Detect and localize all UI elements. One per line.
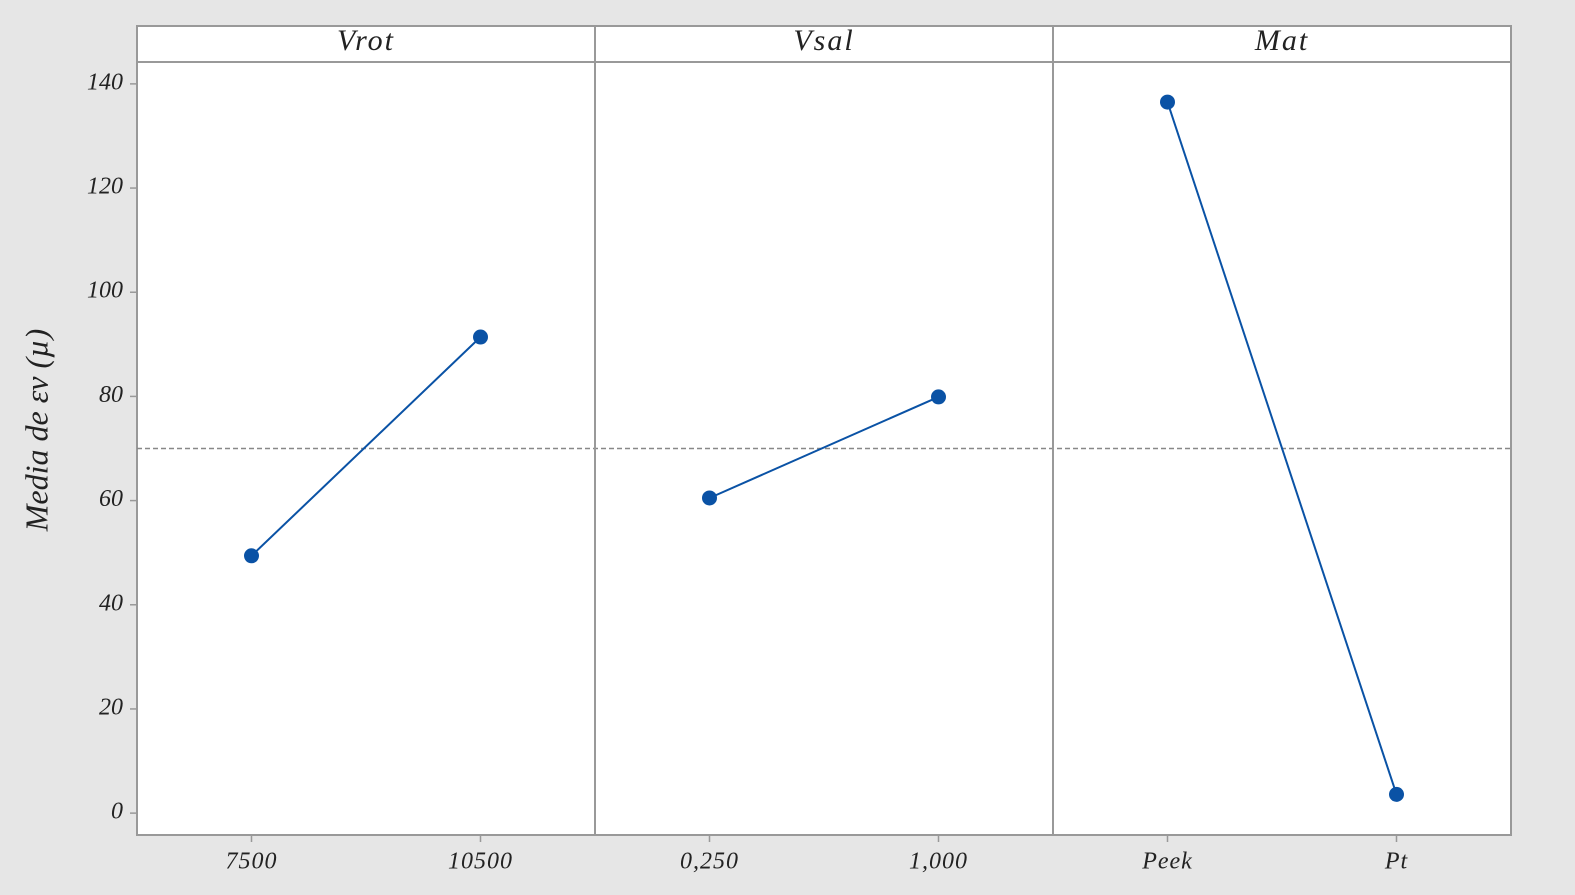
plot-area	[136, 25, 1512, 836]
x-tick-label: Peek	[1141, 849, 1193, 875]
panel-title: Vsal	[793, 24, 854, 57]
y-tick-label: 60	[99, 486, 123, 512]
y-tick-label: 0	[111, 799, 123, 825]
x-tick-label: 1,000	[909, 849, 968, 875]
data-point	[1389, 786, 1404, 802]
data-point	[1160, 94, 1175, 110]
data-point	[473, 329, 488, 345]
panel-title: Mat	[1254, 24, 1309, 57]
effect-line	[1166, 101, 1398, 795]
effect-line	[250, 336, 482, 557]
data-point	[702, 490, 717, 506]
x-tick-label: 10500	[448, 849, 513, 875]
x-tick-label: 7500	[226, 849, 278, 875]
y-tick-label: 140	[87, 69, 123, 95]
y-tick-label: 120	[87, 174, 123, 200]
x-tick-label: Pt	[1384, 849, 1409, 875]
y-axis-label: Media de εv (µ)	[18, 329, 54, 533]
data-point	[931, 389, 946, 405]
panel-title: Vrot	[337, 24, 395, 57]
y-tick-label: 40	[99, 590, 123, 616]
data-point	[244, 548, 259, 564]
x-tick-label: 0,250	[680, 849, 739, 875]
y-tick-label: 20	[99, 694, 123, 720]
effect-line	[709, 396, 939, 499]
y-tick-label: 80	[99, 382, 123, 408]
y-tick-label: 100	[87, 278, 123, 304]
